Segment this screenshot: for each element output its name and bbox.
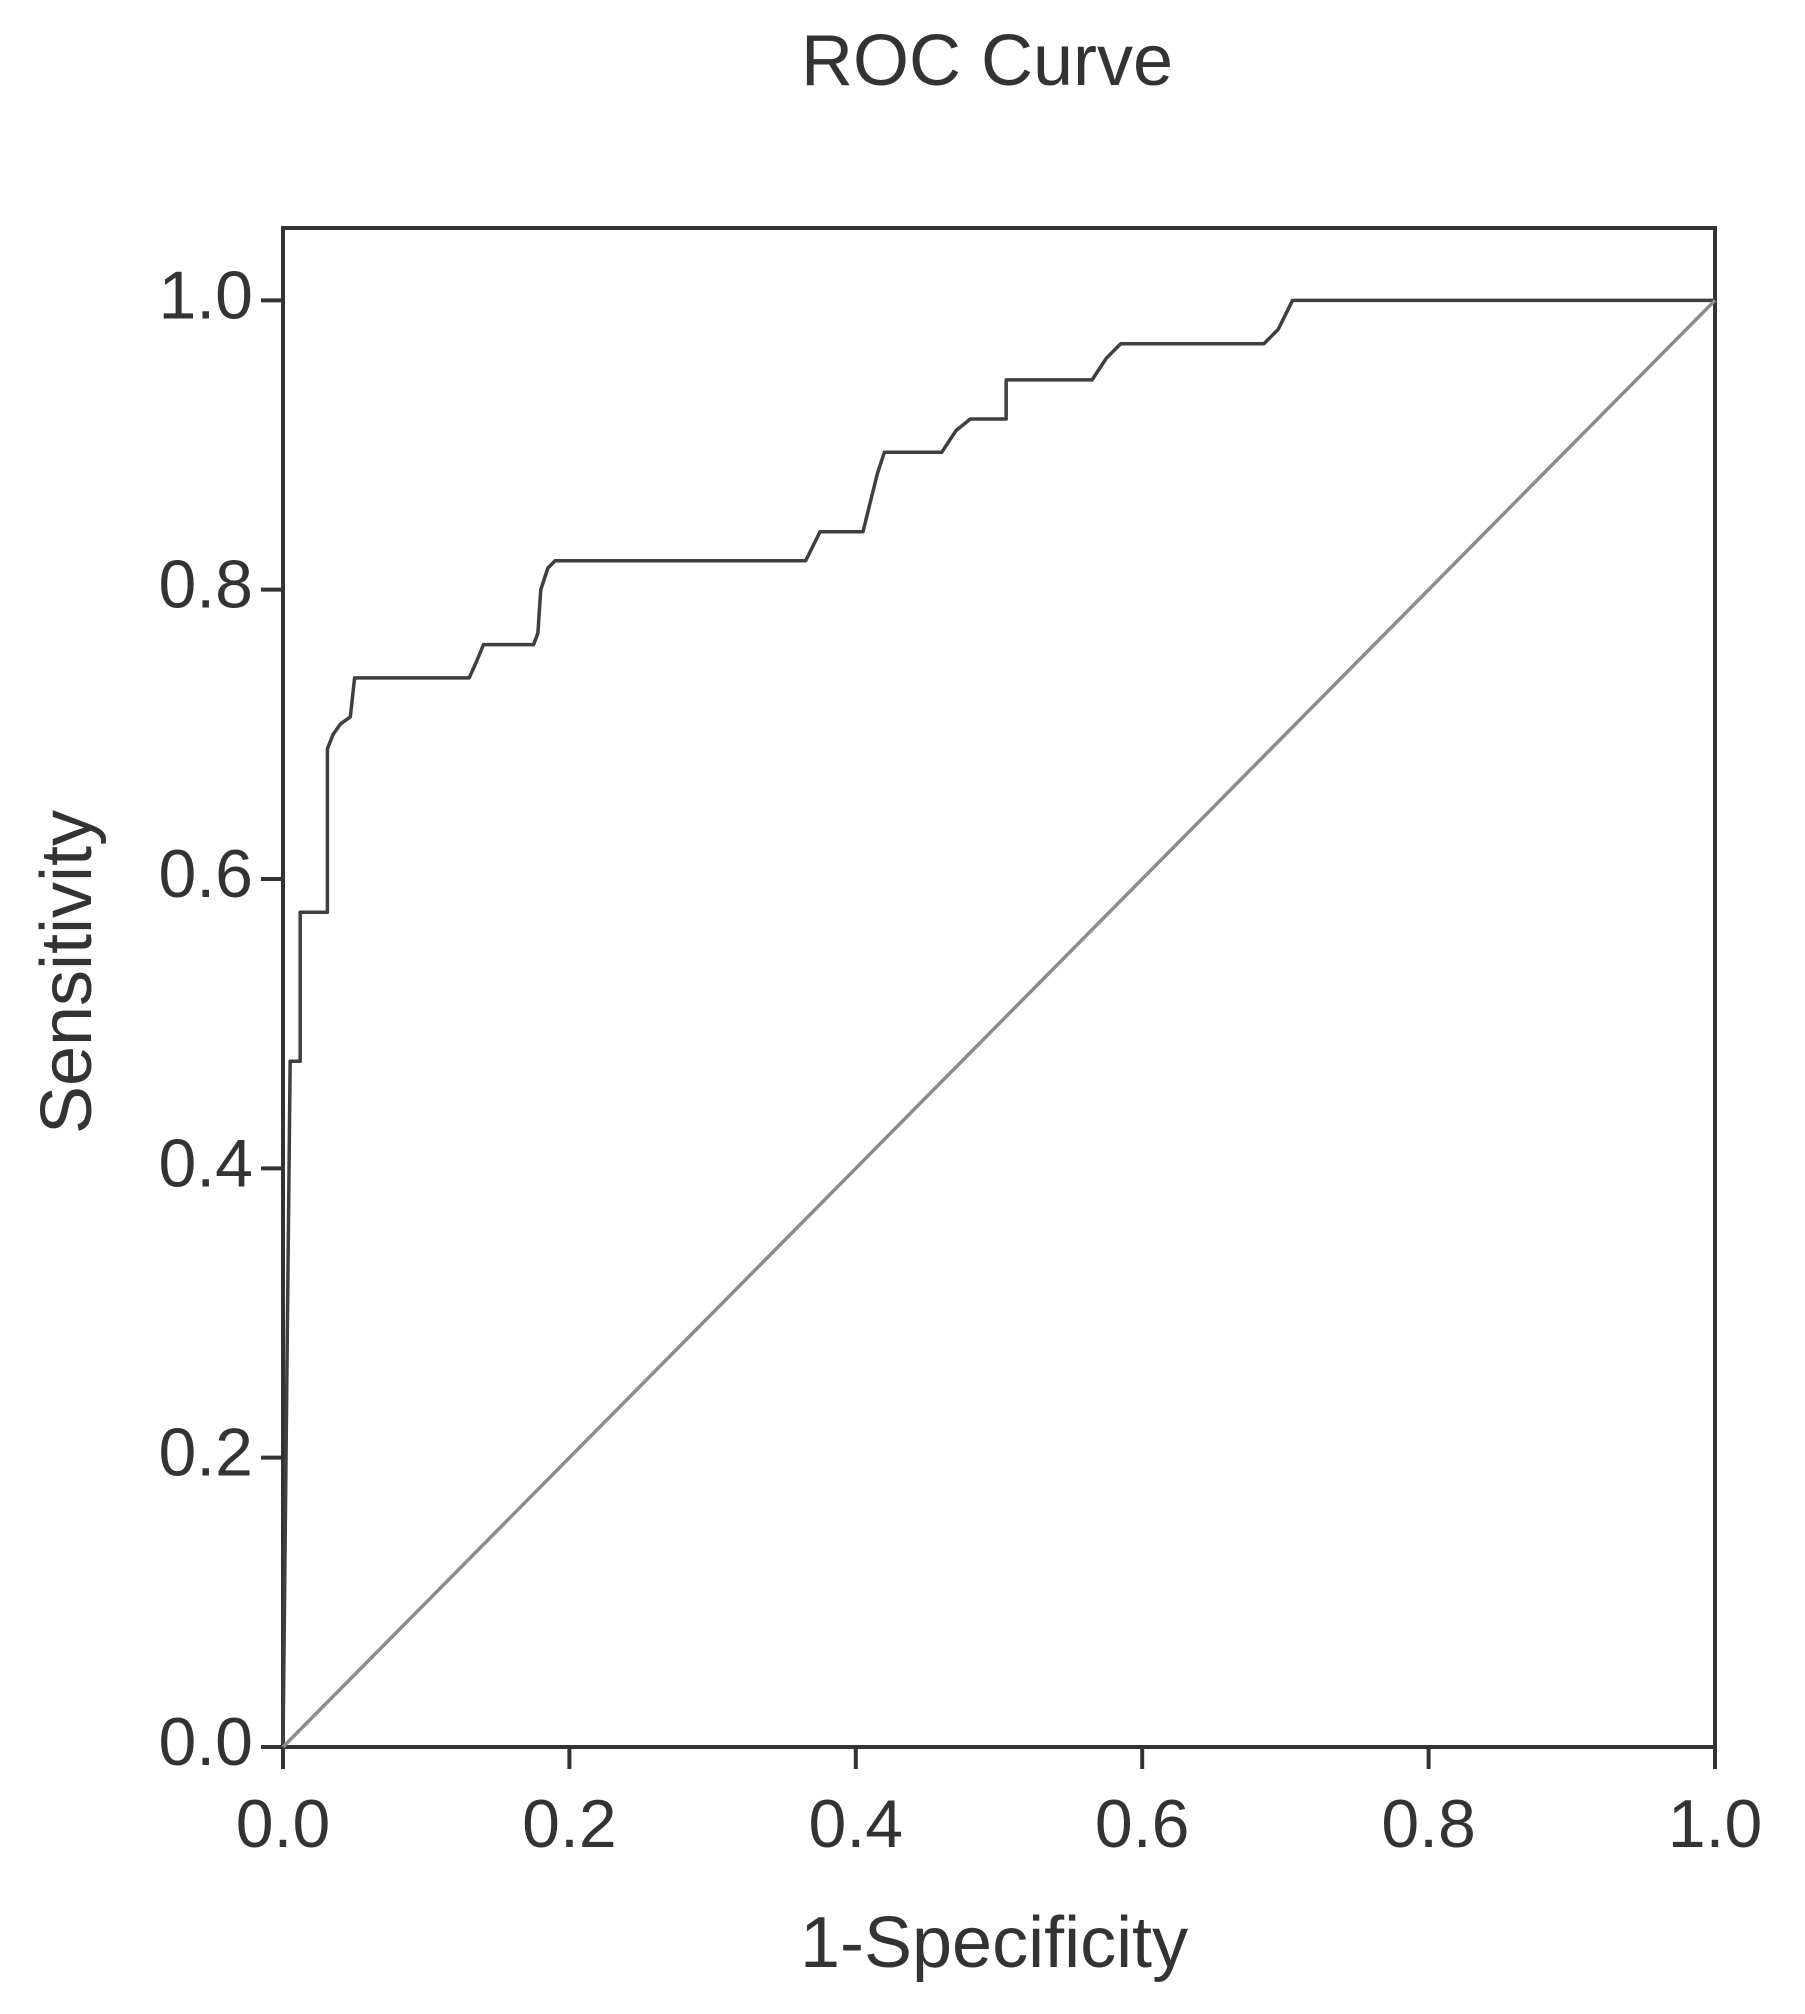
x-tick-label: 0.8: [1381, 1786, 1476, 1862]
x-tick-label: 0.0: [236, 1786, 331, 1862]
roc-line: [281, 299, 1717, 1749]
y-tick-label: 0.2: [158, 1415, 253, 1491]
x-axis-title: 1-Specificity: [800, 1903, 1188, 1983]
y-tick-label: 0.8: [158, 547, 253, 623]
x-tick-label: 0.4: [809, 1786, 904, 1862]
y-tick-label: 0.6: [158, 836, 253, 912]
y-tick-label: 0.4: [158, 1125, 253, 1201]
x-tick-label: 0.2: [522, 1786, 617, 1862]
y-tick-label: 0.0: [158, 1704, 253, 1780]
y-tick-label: 1.0: [158, 257, 253, 333]
x-tick-label: 0.6: [1095, 1786, 1190, 1862]
roc-line: [281, 298, 1715, 1748]
plot-frame: [281, 226, 1717, 1749]
y-axis-title: Sensitivity: [27, 810, 107, 1134]
x-tick-label: 1.0: [1668, 1786, 1763, 1862]
chart-title: ROC Curve: [801, 21, 1173, 101]
